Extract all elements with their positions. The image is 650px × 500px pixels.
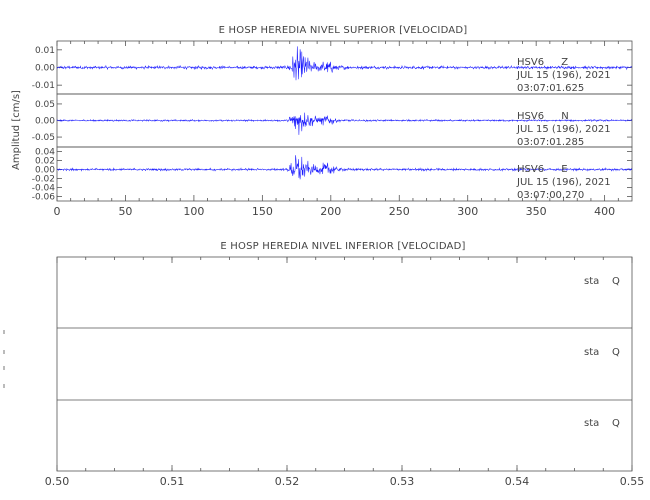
upper-panel-title: E HOSP HEREDIA NIVEL SUPERIOR [VELOCIDAD… [219,25,468,36]
lower-trace-label-3: sta Q [584,418,620,429]
trace-e-time: 03:07:00.270 [517,190,584,201]
x-tick-label: 0.51 [160,475,185,488]
x-tick-label: 150 [252,205,273,218]
trace-e-date: JUL 15 (196), 2021 [516,177,611,188]
lower-panel: E HOSP HEREDIA NIVEL INFERIOR [VELOCIDAD… [3,241,645,488]
lower-trace-station: sta [584,418,599,429]
trace-n-time: 03:07:01.285 [517,137,584,148]
x-tick-label: 0 [54,205,61,218]
lower-trace-label-2: sta Q [584,347,620,358]
y-tick-label: 0.04 [35,148,55,158]
trace-n-station: HSV6 [517,111,544,122]
y-tick-label: 0.00 [35,166,55,176]
trace-hsv6-n: 0.050.00-0.05 HSV6 N JUL 15 (196), 2021 … [32,93,633,148]
trace-z-component: Z [561,57,568,68]
y-tick-label: 0.01 [35,46,55,56]
x-tick-label: 200 [320,205,341,218]
trace-e-component: E [561,164,567,175]
y-tick-label: 0.02 [35,157,55,167]
y-tick-label: -0.01 [32,81,55,91]
lower-trace-component: Q [612,276,620,287]
trace-z-time: 03:07:01.625 [517,83,584,94]
lower-x-axis: 0.50 0.51 0.52 0.53 0.54 0.55 [45,257,645,488]
trace-e-waveform [56,155,633,180]
trace-e-station: HSV6 [517,164,544,175]
x-tick-label: 400 [594,205,615,218]
x-tick-label: 0.54 [505,475,530,488]
trace-n-station-label: HSV6 N [517,111,569,122]
trace-z-station-label: HSV6 Z [517,57,568,68]
lower-trace-station: sta [584,276,599,287]
y-tick-label: -0.06 [32,193,56,203]
y-tick-label: 0.00 [35,64,55,74]
x-tick-label: 250 [389,205,410,218]
x-tick-label: 0.52 [275,475,300,488]
y-tick-label: -0.02 [32,175,55,185]
trace-z-date: JUL 15 (196), 2021 [516,70,611,81]
x-tick-label: 50 [118,205,132,218]
lower-trace-component: Q [612,347,620,358]
x-tick-label: 0.53 [390,475,415,488]
trace-n-waveform [56,112,633,135]
upper-y-axis-label: Amplitud [cm/s] [11,90,22,170]
trace-n-date: JUL 15 (196), 2021 [516,124,611,135]
y-tick-label: 0.05 [35,100,55,110]
upper-panel: E HOSP HEREDIA NIVEL SUPERIOR [VELOCIDAD… [11,25,633,218]
x-tick-label: 300 [457,205,478,218]
y-tick-label: -0.04 [32,184,56,194]
trace-e-frame [56,146,633,202]
trace-hsv6-z: 0.010.00-0.01 HSV6 Z JUL 15 (196), 2021 … [32,40,633,95]
x-tick-label: 0.55 [620,475,645,488]
y-tick-label: -0.05 [32,133,55,143]
upper-x-axis: 0 50 100 150 200 250 300 350 400 [54,41,619,218]
trace-z-waveform [56,46,633,81]
trace-e-station-label: HSV6 E [517,164,568,175]
lower-panel-frame [56,256,633,472]
lower-trace-component: Q [612,418,620,429]
x-tick-label: 0.50 [45,475,70,488]
lower-trace-label-1: sta Q [584,276,620,287]
trace-hsv6-e: 0.040.020.00-0.02-0.04-0.06 HSV6 E JUL 1… [32,146,633,203]
y-tick-label: 0.00 [35,117,55,127]
lower-panel-title: E HOSP HEREDIA NIVEL INFERIOR [VELOCIDAD… [220,241,465,252]
lower-trace-station: sta [584,347,599,358]
x-tick-label: 350 [526,205,547,218]
trace-n-component: N [561,111,568,122]
trace-z-station: HSV6 [517,57,544,68]
x-tick-label: 100 [183,205,204,218]
